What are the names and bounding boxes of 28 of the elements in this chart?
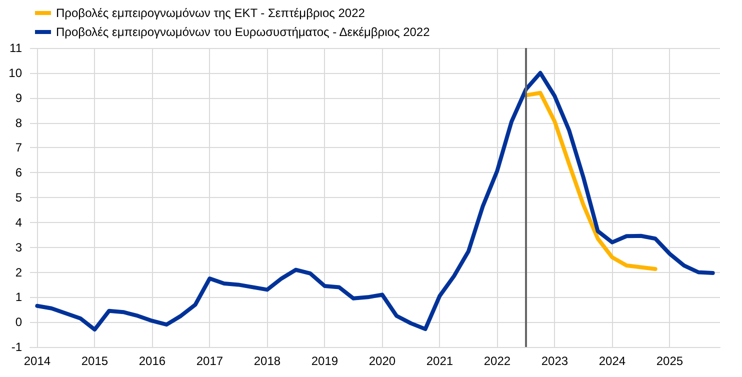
x-tick-label: 2019 (311, 354, 338, 368)
y-tick-label: 9 (15, 90, 22, 105)
x-tick-label: 2023 (541, 354, 568, 368)
x-tick-label: 2022 (484, 354, 511, 368)
y-tick-label: 1 (15, 290, 22, 304)
x-tick-label: 2018 (254, 354, 281, 368)
y-tick-label: 6 (15, 166, 22, 180)
y-tick-label: -1 (11, 340, 22, 354)
y-tick-label: 8 (15, 116, 22, 130)
y-tick-label: 10 (8, 66, 22, 80)
legend-label: Προβολές εμπειρογνωμόνων της ΕΚΤ - Σεπτέμβριος 2022 (56, 6, 366, 20)
y-tick-label: 0 (15, 315, 22, 330)
line-series (35, 70, 715, 332)
y-tick-label: 3 (15, 240, 22, 254)
y-tick-label: 4 (15, 215, 22, 230)
legend-label: Προβολές εμπειρογνωμόνων του Ευρωσυστήματος - Δεκέμβριος 2022 (56, 25, 430, 39)
x-tick-label: 2014 (24, 354, 51, 368)
x-tick-label: 2024 (598, 354, 626, 368)
y-tick-label: 11 (10, 41, 22, 55)
x-tick-label: 2020 (368, 354, 396, 368)
y-tick-label: 2 (15, 265, 22, 280)
y-tick-label: 5 (15, 190, 22, 204)
x-tick-label: 2015 (81, 354, 108, 368)
x-tick-label: 2021 (426, 354, 454, 368)
x-tick-label: 2017 (196, 354, 224, 368)
y-tick-label: 7 (15, 140, 22, 155)
x-tick-label: 2025 (656, 354, 684, 368)
x-tick-label: 2016 (138, 354, 166, 368)
